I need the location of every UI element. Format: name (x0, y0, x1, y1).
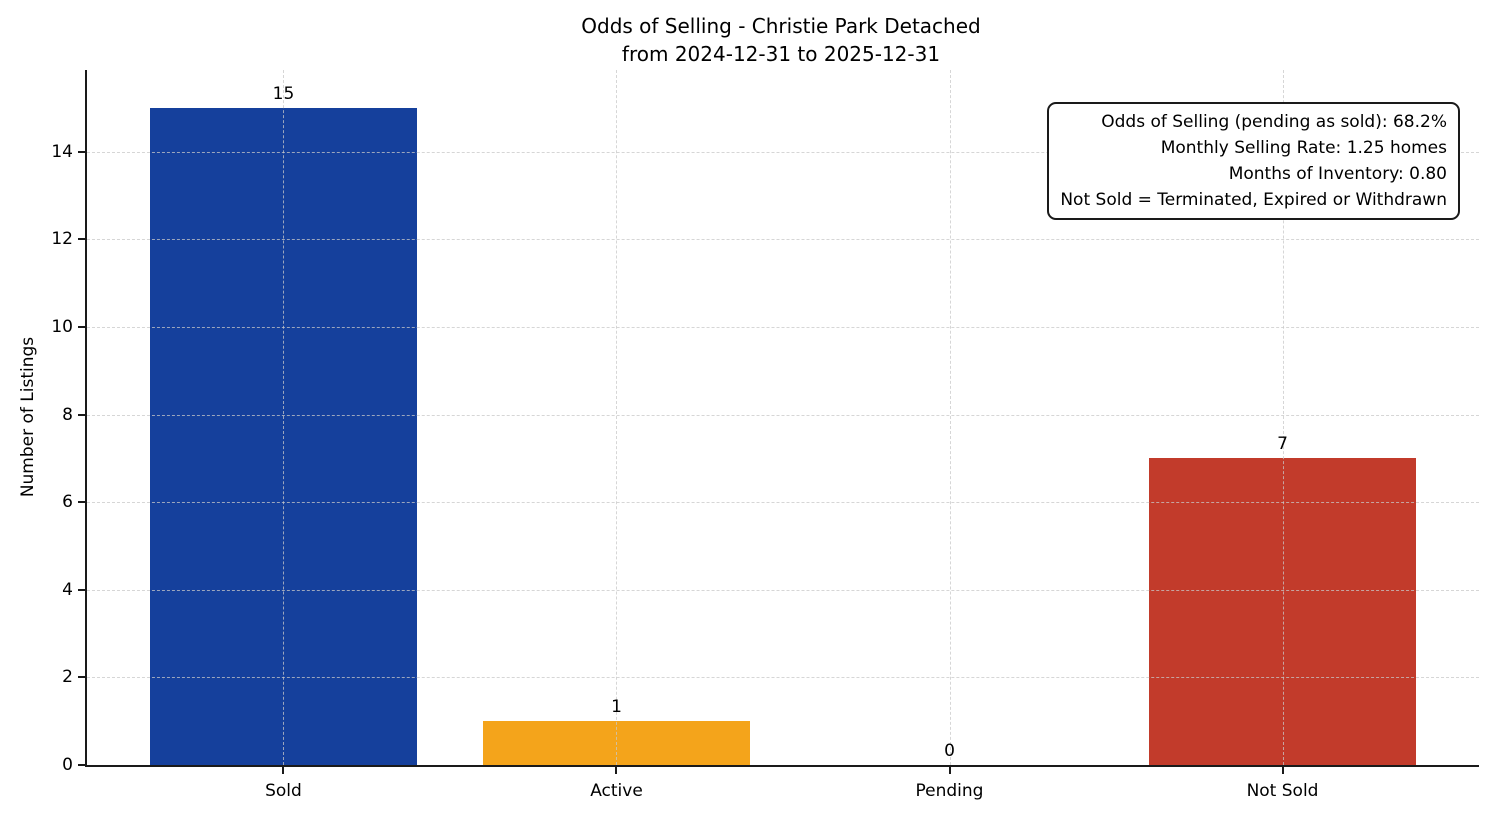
gridline-horizontal (87, 502, 1479, 504)
plot-area: 15 Sold 1 Active 0 Pending 7 Not Sold 0 2 4 6 8 10 12 1… (51, 70, 1479, 801)
x-tick-mark (282, 767, 285, 774)
gridline-horizontal (87, 414, 1479, 416)
gridline-vertical (1282, 70, 1284, 765)
gridline-horizontal (87, 327, 1479, 329)
gridline-vertical (283, 70, 285, 765)
x-tick-label-pending: Pending (915, 781, 984, 801)
gridline-horizontal (87, 151, 1479, 153)
y-tick-mark (78, 588, 85, 591)
y-tick-label: 12 (51, 229, 73, 250)
chart-subtitle: from 2024-12-31 to 2025-12-31 (621, 42, 941, 66)
bar-value-label-pending: 0 (944, 741, 955, 761)
y-tick-mark (78, 501, 85, 504)
y-tick-mark (78, 764, 85, 766)
y-tick-mark (78, 326, 85, 329)
y-tick-label: 6 (62, 492, 73, 513)
x-tick-mark (1281, 767, 1284, 774)
x-tick-label-active: Active (590, 781, 643, 801)
y-tick-label: 2 (62, 667, 73, 688)
y-tick-label: 10 (51, 317, 73, 338)
y-tick-mark (78, 413, 85, 416)
bar-value-label-not-sold: 7 (1277, 434, 1288, 455)
annotation-line-inventory: Months of Inventory: 0.80 (1228, 164, 1447, 184)
y-tick-mark (78, 676, 85, 679)
gridline-vertical (949, 70, 951, 765)
y-tick-label: 4 (62, 579, 73, 600)
y-tick-label: 0 (62, 755, 73, 775)
gridline-horizontal (87, 589, 1479, 591)
stats-annotation-box: Odds of Selling (pending as sold): 68.2%… (1047, 102, 1460, 220)
gridline-horizontal (87, 677, 1479, 679)
y-tick-label: 14 (51, 141, 73, 162)
annotation-line-rate: Monthly Selling Rate: 1.25 homes (1160, 138, 1447, 158)
chart-title-block: Odds of Selling - Christie Park Detached… (85, 12, 1477, 68)
bar-value-label-active: 1 (611, 697, 622, 718)
chart-title: Odds of Selling - Christie Park Detached (581, 14, 981, 38)
y-axis-label: Number of Listings (18, 336, 38, 498)
annotation-line-odds: Odds of Selling (pending as sold): 68.2% (1101, 112, 1447, 132)
x-tick-label-sold: Sold (265, 781, 302, 801)
x-tick-mark (948, 767, 951, 774)
bar-value-label-sold: 15 (272, 84, 295, 105)
annotation-line-notsold: Not Sold = Terminated, Expired or Withdr… (1060, 190, 1447, 210)
y-tick-label: 8 (62, 404, 73, 425)
y-tick-mark (78, 150, 85, 153)
gridline-vertical (616, 70, 618, 765)
y-tick-mark (78, 238, 85, 241)
x-tick-mark (615, 767, 618, 774)
x-tick-label-not-sold: Not Sold (1246, 781, 1319, 801)
gridline-horizontal (87, 239, 1479, 241)
